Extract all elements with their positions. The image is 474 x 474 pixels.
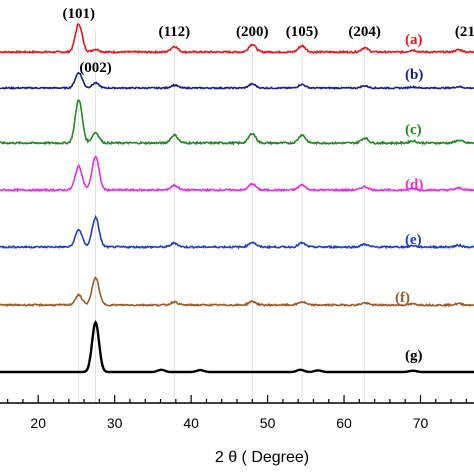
series-label: (f)	[395, 290, 410, 306]
series-line	[0, 99, 474, 146]
peak-label: (21	[455, 24, 474, 40]
series-labels: (a) (b) (c) (d) (e) (f) (g)	[395, 32, 423, 364]
peak-labels: (101) (002) (112) (200) (105) (204) (21	[62, 6, 474, 76]
series-label: (e)	[405, 232, 422, 248]
series-label: (d)	[405, 177, 423, 193]
series-line	[0, 155, 474, 193]
series-line	[0, 320, 474, 374]
x-tick-label: 30	[107, 415, 123, 431]
series-label: (g)	[405, 348, 423, 364]
series-line	[0, 276, 474, 308]
series-label: (b)	[405, 67, 423, 83]
x-tick-label: 70	[413, 415, 429, 431]
peak-label: (105)	[286, 24, 319, 40]
series-label: (a)	[405, 32, 423, 48]
x-axis-title: 2 θ ( Degree)	[215, 449, 309, 466]
series-line	[0, 215, 474, 250]
series-lines	[0, 22, 474, 374]
series-line	[0, 72, 474, 91]
series-label: (c)	[405, 122, 422, 138]
x-tick-label: 50	[260, 415, 276, 431]
peak-label: (204)	[348, 24, 381, 40]
x-tick-label: 60	[336, 415, 352, 431]
x-ticks: 20 30 40 50 60 70	[7, 395, 467, 431]
reference-lines	[78, 30, 366, 402]
peak-label: (112)	[158, 24, 190, 40]
x-tick-label: 40	[183, 415, 199, 431]
x-tick-label: 20	[30, 415, 46, 431]
series-line	[0, 22, 474, 55]
peak-label: (101)	[62, 6, 95, 22]
peak-label: (200)	[236, 24, 269, 40]
peak-label: (002)	[79, 60, 112, 76]
